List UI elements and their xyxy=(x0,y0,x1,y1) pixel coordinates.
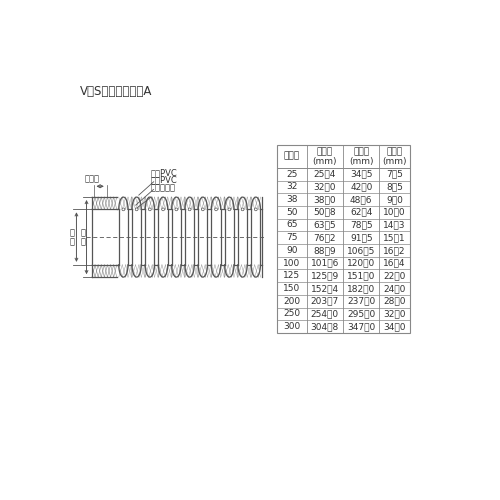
Text: ピッチ: ピッチ xyxy=(386,148,402,156)
Text: 補強コード: 補強コード xyxy=(138,184,175,208)
Text: 28．0: 28．0 xyxy=(384,296,406,306)
Text: 152．4: 152．4 xyxy=(311,284,339,293)
Text: 300: 300 xyxy=(284,322,300,331)
Text: 内　径: 内 径 xyxy=(317,148,333,156)
Bar xyxy=(277,144,409,333)
Text: 100: 100 xyxy=(284,258,300,268)
Text: 200: 200 xyxy=(284,296,300,306)
Text: 151．0: 151．0 xyxy=(347,272,376,280)
Text: 125．9: 125．9 xyxy=(310,272,339,280)
Text: 78．5: 78．5 xyxy=(350,220,372,230)
Text: 32．0: 32．0 xyxy=(314,182,336,192)
Text: 106．5: 106．5 xyxy=(347,246,376,255)
Text: 軟質PVC: 軟質PVC xyxy=(136,176,177,205)
Text: 24．0: 24．0 xyxy=(384,284,406,293)
Circle shape xyxy=(214,208,218,211)
Text: 347．0: 347．0 xyxy=(347,322,376,331)
Circle shape xyxy=(241,208,244,211)
Text: 182．0: 182．0 xyxy=(347,284,376,293)
Circle shape xyxy=(228,208,230,211)
Text: 91．5: 91．5 xyxy=(350,233,372,242)
Text: 34．5: 34．5 xyxy=(350,170,372,178)
Text: 22．0: 22．0 xyxy=(384,272,406,280)
Text: 32: 32 xyxy=(286,182,298,192)
Text: 120．0: 120．0 xyxy=(347,258,376,268)
Circle shape xyxy=(122,208,125,211)
Circle shape xyxy=(148,208,152,211)
Text: 10．0: 10．0 xyxy=(384,208,406,217)
Text: 295．0: 295．0 xyxy=(347,310,376,318)
Text: 16．4: 16．4 xyxy=(384,258,406,268)
Text: 38．0: 38．0 xyxy=(314,195,336,204)
Circle shape xyxy=(135,208,138,211)
Text: ピッチ: ピッチ xyxy=(85,174,100,183)
Text: 硬質PVC: 硬質PVC xyxy=(138,168,177,195)
Text: 48．6: 48．6 xyxy=(350,195,372,204)
Text: 63．5: 63．5 xyxy=(314,220,336,230)
Text: 7．5: 7．5 xyxy=(386,170,403,178)
Text: 254．0: 254．0 xyxy=(311,310,339,318)
Text: (mm): (mm) xyxy=(312,157,337,166)
Text: 38: 38 xyxy=(286,195,298,204)
Text: 内: 内 xyxy=(70,228,75,237)
Text: (mm): (mm) xyxy=(382,157,407,166)
Text: サイズ: サイズ xyxy=(284,152,300,161)
Text: 75: 75 xyxy=(286,233,298,242)
Text: 101．6: 101．6 xyxy=(310,258,339,268)
Circle shape xyxy=(188,208,191,211)
Text: 径: 径 xyxy=(70,237,75,246)
Text: 径: 径 xyxy=(80,237,85,246)
Text: V．S．カナラインA: V．S．カナラインA xyxy=(80,84,152,98)
Circle shape xyxy=(175,208,178,211)
Text: 304．8: 304．8 xyxy=(310,322,339,331)
Text: 237．0: 237．0 xyxy=(347,296,376,306)
Text: 250: 250 xyxy=(284,310,300,318)
Text: 8．5: 8．5 xyxy=(386,182,403,192)
Text: 65: 65 xyxy=(286,220,298,230)
Text: 76．2: 76．2 xyxy=(314,233,336,242)
Text: 15．1: 15．1 xyxy=(384,233,406,242)
Text: (mm): (mm) xyxy=(349,157,374,166)
Text: 34．0: 34．0 xyxy=(384,322,406,331)
Circle shape xyxy=(162,208,164,211)
Text: 203．7: 203．7 xyxy=(310,296,339,306)
Text: 25．4: 25．4 xyxy=(314,170,336,178)
Circle shape xyxy=(202,208,204,211)
Text: 150: 150 xyxy=(284,284,300,293)
Text: 42．0: 42．0 xyxy=(350,182,372,192)
Text: 外　径: 外 径 xyxy=(353,148,370,156)
Text: 9．0: 9．0 xyxy=(386,195,403,204)
Text: 125: 125 xyxy=(284,272,300,280)
Text: 50: 50 xyxy=(286,208,298,217)
Text: 90: 90 xyxy=(286,246,298,255)
Text: 外: 外 xyxy=(80,228,85,237)
Text: 50．8: 50．8 xyxy=(314,208,336,217)
Text: 88．9: 88．9 xyxy=(314,246,336,255)
Text: 32．0: 32．0 xyxy=(384,310,406,318)
Circle shape xyxy=(254,208,257,211)
Text: 62．4: 62．4 xyxy=(350,208,372,217)
Text: 25: 25 xyxy=(286,170,298,178)
Text: 14．3: 14．3 xyxy=(384,220,406,230)
Text: 16．2: 16．2 xyxy=(384,246,406,255)
